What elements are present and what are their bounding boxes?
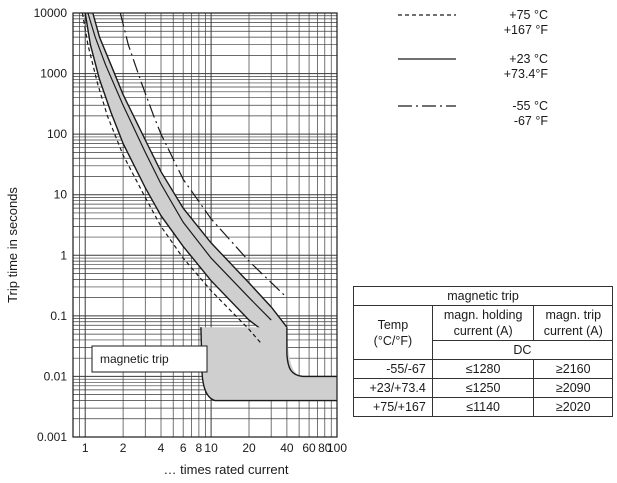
x-tick-label: 20 — [242, 441, 256, 455]
band-upper-edge — [92, 12, 288, 328]
table-title-row: magnetic trip — [353, 286, 613, 306]
magnetic-trip-region — [200, 327, 337, 401]
series-line-dashed — [81, 12, 262, 344]
y-tick-label: 0.01 — [44, 369, 68, 383]
x-tick-label: 8 — [196, 441, 203, 455]
x-tick-label: 40 — [280, 441, 294, 455]
cell-holding: ≤1140 — [431, 397, 535, 417]
x-tick-label: 4 — [158, 441, 165, 455]
x-tick-label: 2 — [120, 441, 127, 455]
tolerance-band-fill — [85, 13, 287, 330]
cell-trip: ≥2020 — [533, 397, 613, 417]
header-trip-unit: current (A) — [543, 324, 603, 338]
legend-label-23c: +23 °C — [509, 52, 548, 66]
header-temp: Temp (°C/°F) — [353, 305, 433, 360]
table-header-row: Temp (°C/°F) magn. holding current (A) m… — [353, 305, 613, 360]
legend-label-minus67f: -67 °F — [514, 114, 549, 128]
y-tick-label: 1000 — [40, 67, 67, 81]
cell-holding: ≤1250 — [431, 378, 535, 398]
y-tick-label: 0.1 — [50, 309, 67, 323]
x-tick-label: 60 — [302, 441, 316, 455]
magnetic-trip-label-box — [91, 345, 208, 373]
subheader-dc: DC — [431, 340, 614, 360]
table-row: -55/-67 ≤1280 ≥2160 — [353, 359, 613, 379]
cell-holding: ≤1280 — [431, 359, 535, 379]
table-row: +75/+167 ≤1140 ≥2020 — [353, 397, 613, 417]
header-holding-label: magn. holding — [443, 308, 523, 322]
x-tick-label: 80 — [318, 441, 332, 455]
header-holding: magn. holding current (A) — [431, 305, 535, 341]
table-title: magnetic trip — [353, 286, 613, 306]
series-line-dashdot — [119, 12, 288, 299]
legend-label-167f: +167 °F — [504, 23, 549, 37]
magnetic-trip-table: magnetic trip Temp (°C/°F) magn. holding… — [353, 286, 614, 417]
y-tick-label: 10000 — [34, 6, 68, 20]
y-axis-title: Trip time in seconds — [5, 187, 20, 303]
tolerance-band — [84, 12, 337, 402]
cell-temp: -55/-67 — [353, 359, 433, 379]
y-tick-label: 10 — [54, 188, 68, 202]
magnetic-trip-label: magnetic trip — [100, 352, 169, 366]
header-trip: magn. trip current (A) — [533, 305, 613, 341]
cell-trip: ≥2160 — [533, 359, 613, 379]
plot-frame — [72, 12, 338, 438]
x-tick-label: 10 — [204, 441, 218, 455]
y-tick-label: 100 — [47, 127, 67, 141]
x-tick-label: 6 — [180, 441, 187, 455]
x-tick-label: 1 — [82, 441, 89, 455]
header-temp-label: Temp — [377, 317, 409, 332]
y-tick-label: 0.001 — [37, 430, 67, 444]
cell-temp: +23/+73.4 — [353, 378, 433, 398]
series-line-solid — [87, 12, 272, 321]
x-axis-title: … times rated current — [164, 462, 289, 477]
legend-label-75c: +75 °C — [509, 8, 548, 22]
series-lines — [81, 12, 288, 344]
header-temp-unit: (°C/°F) — [373, 333, 413, 348]
header-holding-unit: current (A) — [453, 324, 513, 338]
legend-label-73f: +73.4°F — [504, 67, 549, 81]
legend-label-minus55c: -55 °C — [512, 99, 548, 113]
cell-trip: ≥2090 — [533, 378, 613, 398]
band-lower-edge — [84, 12, 262, 330]
magnetic-region-upper-edge — [286, 327, 337, 378]
y-tick-label: 1 — [60, 248, 67, 262]
cell-temp: +75/+167 — [353, 397, 433, 417]
header-trip-label: magn. trip — [545, 308, 602, 322]
legend: +75 °C +167 °F +23 °C +73.4°F -55 °C -67… — [398, 8, 548, 128]
x-tick-label: 100 — [327, 441, 347, 455]
table-row: +23/+73.4 ≤1250 ≥2090 — [353, 378, 613, 398]
